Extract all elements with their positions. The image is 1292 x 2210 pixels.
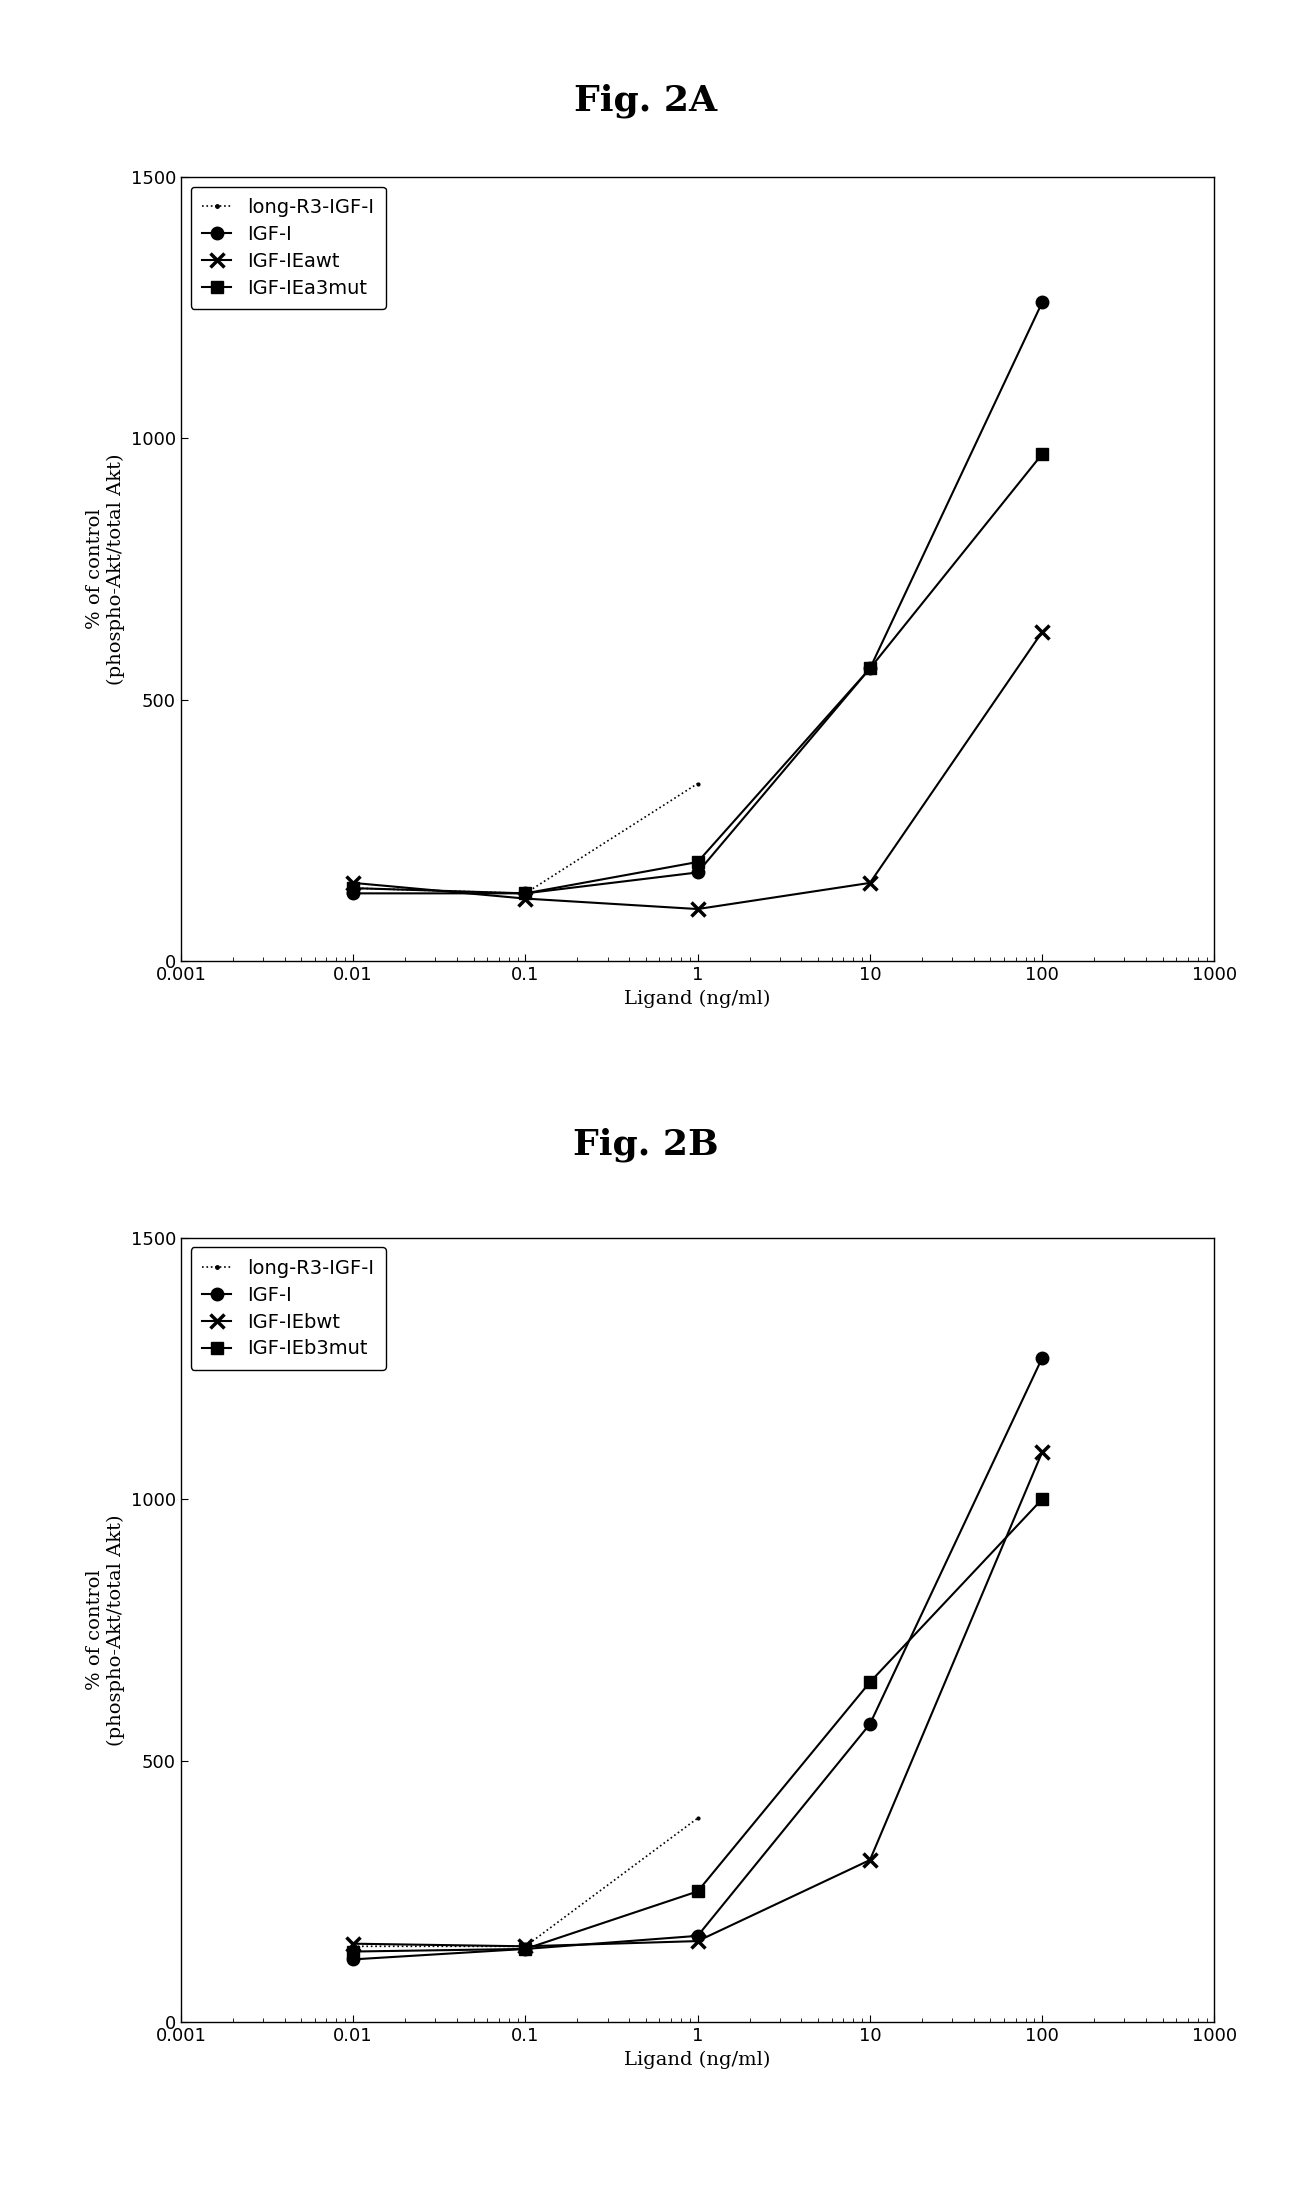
IGF-IEb3mut [862, 1669, 877, 1695]
IGF-IEa3mut [690, 849, 705, 875]
IGF-IEbwt [345, 1932, 360, 1958]
Line: long-R3-IGF-I: long-R3-IGF-I [350, 1814, 700, 1949]
Y-axis label: % of control
(phospho-Akt/total Akt): % of control (phospho-Akt/total Akt) [87, 453, 125, 685]
long-R3-IGF-I [518, 880, 534, 906]
X-axis label: Ligand (ng/ml): Ligand (ng/ml) [624, 2051, 771, 2069]
IGF-IEbwt [690, 1927, 705, 1954]
IGF-IEbwt [862, 1848, 877, 1874]
IGF-I [518, 880, 534, 906]
IGF-I [862, 654, 877, 681]
IGF-IEbwt [1035, 1439, 1050, 1465]
IGF-IEbwt [518, 1934, 534, 1960]
IGF-IEawt [345, 871, 360, 897]
Line: IGF-IEawt: IGF-IEawt [346, 625, 1049, 915]
IGF-IEawt [1035, 619, 1050, 645]
IGF-IEawt [862, 871, 877, 897]
IGF-I [690, 860, 705, 886]
IGF-IEawt [690, 895, 705, 922]
IGF-IEa3mut [1035, 440, 1050, 466]
IGF-I [345, 880, 360, 906]
long-R3-IGF-I [345, 1934, 360, 1960]
IGF-IEa3mut [518, 880, 534, 906]
IGF-IEa3mut [862, 654, 877, 681]
IGF-IEb3mut [345, 1938, 360, 1965]
X-axis label: Ligand (ng/ml): Ligand (ng/ml) [624, 990, 771, 1008]
IGF-I [1035, 1344, 1050, 1370]
Line: IGF-I: IGF-I [346, 296, 1049, 899]
Line: long-R3-IGF-I: long-R3-IGF-I [350, 780, 700, 895]
Line: IGF-IEb3mut: IGF-IEb3mut [348, 1494, 1048, 1958]
IGF-IEb3mut [690, 1878, 705, 1905]
Text: Fig. 2B: Fig. 2B [574, 1127, 718, 1162]
IGF-I [518, 1936, 534, 1962]
IGF-IEawt [518, 886, 534, 913]
long-R3-IGF-I [345, 875, 360, 902]
long-R3-IGF-I [690, 1806, 705, 1832]
IGF-I [1035, 290, 1050, 316]
long-R3-IGF-I [518, 1934, 534, 1960]
Line: IGF-IEbwt: IGF-IEbwt [346, 1445, 1049, 1954]
Line: IGF-IEa3mut: IGF-IEa3mut [348, 449, 1048, 899]
Legend: long-R3-IGF-I, IGF-I, IGF-IEawt, IGF-IEa3mut: long-R3-IGF-I, IGF-I, IGF-IEawt, IGF-IEa… [191, 186, 385, 309]
Line: IGF-I: IGF-I [346, 1353, 1049, 1965]
IGF-IEa3mut [345, 875, 360, 902]
Legend: long-R3-IGF-I, IGF-I, IGF-IEbwt, IGF-IEb3mut: long-R3-IGF-I, IGF-I, IGF-IEbwt, IGF-IEb… [191, 1246, 385, 1370]
IGF-I [690, 1923, 705, 1949]
IGF-I [345, 1947, 360, 1974]
IGF-IEb3mut [1035, 1485, 1050, 1512]
IGF-IEb3mut [518, 1936, 534, 1962]
long-R3-IGF-I [690, 771, 705, 798]
Text: Fig. 2A: Fig. 2A [575, 84, 717, 119]
Y-axis label: % of control
(phospho-Akt/total Akt): % of control (phospho-Akt/total Akt) [87, 1514, 125, 1746]
IGF-I [862, 1711, 877, 1737]
